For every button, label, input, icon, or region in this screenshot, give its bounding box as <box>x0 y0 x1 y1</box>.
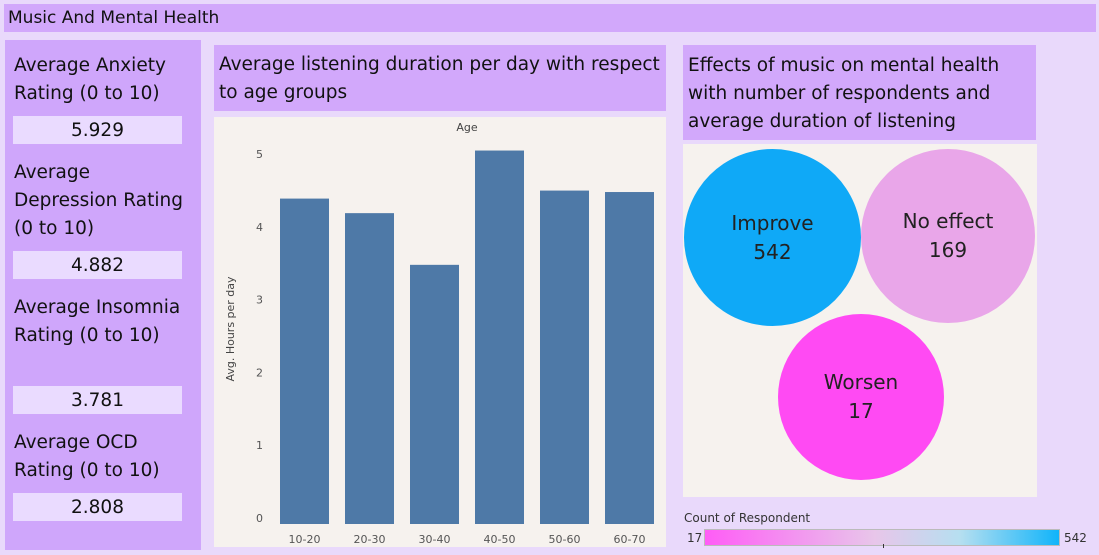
x-tick-label: 10-20 <box>289 533 321 546</box>
bubble-chart-area: Improve 542 No effect 169 Worsen 17 <box>683 144 1037 497</box>
bubble-improve[interactable]: Improve 542 <box>684 149 861 326</box>
y-tick-label: 2 <box>256 366 263 379</box>
legend-max-value: 542 <box>1064 531 1087 545</box>
bubble-no-effect[interactable]: No effect 169 <box>861 149 1035 323</box>
bar-chart-title: Average listening duration per day with … <box>214 45 666 111</box>
bar <box>605 192 654 525</box>
y-tick-label: 3 <box>256 294 263 307</box>
y-tick-label: 5 <box>256 148 263 161</box>
bar <box>345 213 394 525</box>
color-legend-bar <box>704 529 1060 546</box>
legend-min-value: 17 <box>687 531 703 545</box>
y-tick-label: 1 <box>256 439 263 452</box>
bubble-no-effect-label: No effect <box>902 209 994 233</box>
kpi-insomnia-label: Average Insomnia Rating (0 to 10) <box>14 297 181 346</box>
kpi-anxiety-value: 5.929 <box>13 116 182 144</box>
bubble-no-effect-count: 169 <box>928 238 968 262</box>
kpi-insomnia-value: 3.781 <box>13 386 182 414</box>
kpi-panel: Average Anxiety Rating (0 to 10) 5.929 A… <box>5 40 201 550</box>
legend-title: Count of Respondent <box>684 511 811 525</box>
bar <box>410 264 459 524</box>
x-tick-label: 40-50 <box>484 533 516 546</box>
bar <box>540 190 589 524</box>
x-tick-label: 50-60 <box>549 533 581 546</box>
x-tick-label: 20-30 <box>354 533 386 546</box>
bubble-chart-title: Effects of music on mental health with n… <box>683 45 1036 140</box>
kpi-ocd-label: Average OCD Rating (0 to 10) <box>14 432 160 481</box>
bubble-worsen-count: 17 <box>848 399 874 423</box>
x-header-label: Age <box>456 121 478 134</box>
bar <box>475 150 524 524</box>
kpi-ocd-value: 2.808 <box>13 493 182 521</box>
bubble-improve-label: Improve <box>731 210 814 235</box>
y-axis-label: Avg. Hours per day <box>224 276 237 382</box>
bar-chart-area: Age Avg. Hours per day 0 1 2 3 4 5 10-20 20-30 30-… <box>214 117 666 547</box>
kpi-depression-value: 4.882 <box>13 251 182 279</box>
legend-tick <box>883 544 884 548</box>
bar-chart: Age Avg. Hours per day 0 1 2 3 4 5 10-20 20-30 30-… <box>224 121 654 546</box>
x-tick-label: 30-40 <box>419 533 451 546</box>
bubble-improve-count: 542 <box>753 239 792 264</box>
x-tick-label: 60-70 <box>614 533 646 546</box>
kpi-depression-label: Average Depression Rating (0 to 10) <box>14 162 183 239</box>
bubble-worsen-label: Worsen <box>823 370 899 394</box>
bubble-worsen[interactable]: Worsen 17 <box>778 314 944 480</box>
dashboard-title: Music And Mental Health <box>4 4 1096 32</box>
y-tick-label: 0 <box>256 512 263 525</box>
bar <box>280 198 329 525</box>
y-tick-label: 4 <box>256 221 263 234</box>
kpi-anxiety-label: Average Anxiety Rating (0 to 10) <box>14 55 166 104</box>
